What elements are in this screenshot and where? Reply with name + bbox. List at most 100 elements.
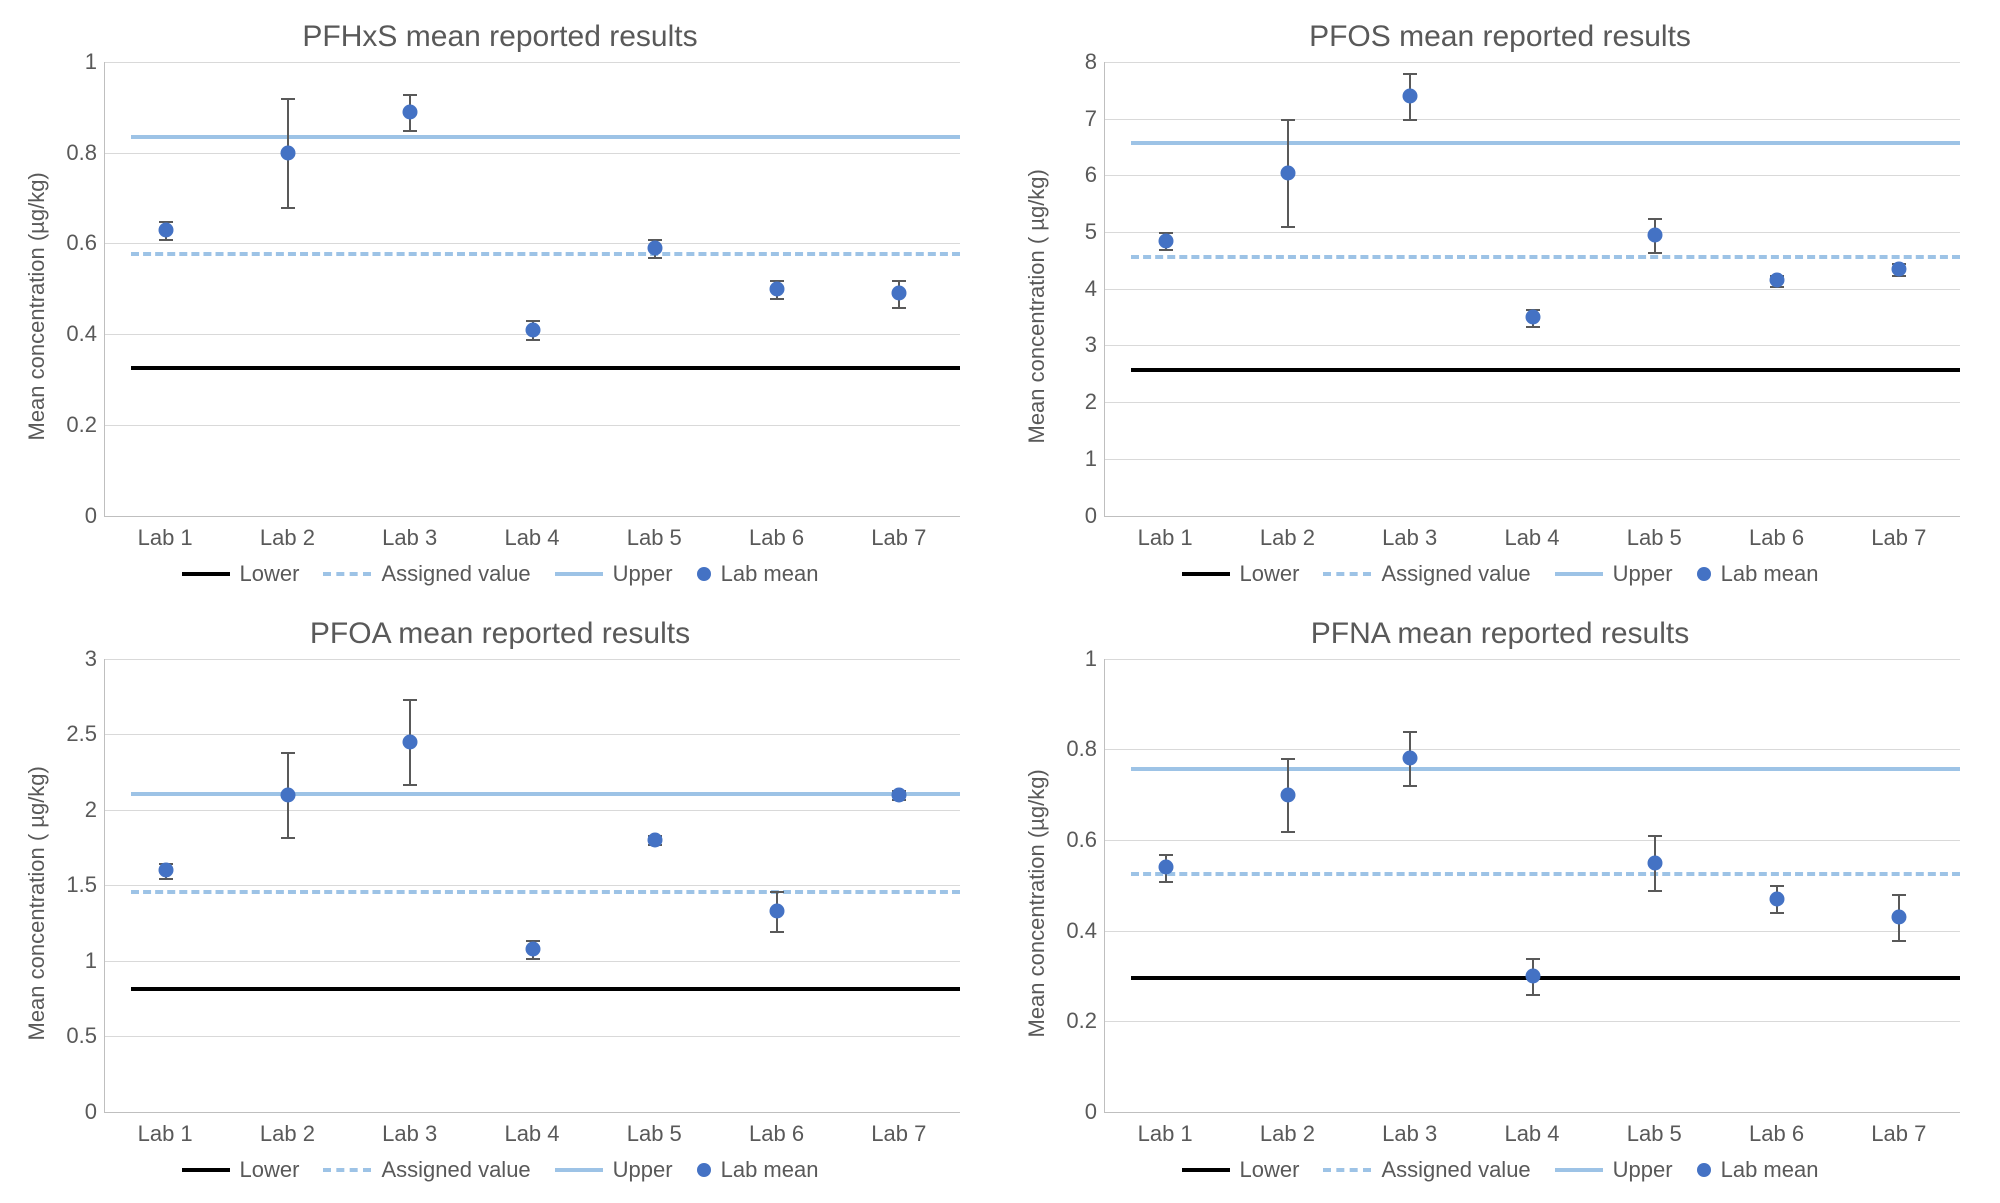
data-point	[766, 659, 788, 1113]
marker-icon	[1769, 891, 1784, 906]
reference-line-lower	[1131, 368, 1960, 372]
marker-icon	[1281, 165, 1296, 180]
line-icon	[1182, 572, 1230, 576]
marker-icon	[1281, 787, 1296, 802]
ytick-label: 6	[1085, 162, 1105, 188]
ytick-label: 1	[85, 49, 105, 75]
marker-icon	[1159, 860, 1174, 875]
xtick-label: Lab 5	[593, 1113, 715, 1147]
xtick-label: Lab 5	[1593, 517, 1715, 551]
line-icon	[1182, 1168, 1230, 1172]
xtick-label: Lab 7	[838, 1113, 960, 1147]
data-point	[155, 659, 177, 1113]
ytick-label: 0	[1085, 1099, 1105, 1125]
xtick-label: Lab 3	[349, 1113, 471, 1147]
marker-icon	[891, 286, 906, 301]
xtick-label: Lab 7	[838, 517, 960, 551]
reference-line-upper	[1131, 141, 1960, 145]
ytick-label: 1	[1085, 446, 1105, 472]
data-point	[1522, 659, 1544, 1113]
reference-line-upper	[131, 792, 960, 796]
marker-icon	[1647, 227, 1662, 242]
legend-item-lower: Lower	[1182, 561, 1300, 587]
line-icon	[555, 572, 603, 576]
legend-label: Upper	[1613, 561, 1673, 587]
xtick-label: Lab 7	[1838, 517, 1960, 551]
legend-item-assigned: Assigned value	[323, 561, 530, 587]
xtick-label: Lab 3	[1349, 517, 1471, 551]
plot-region: 00.20.40.60.81	[104, 62, 960, 517]
ytick-label: 1.5	[66, 872, 105, 898]
legend-label: Assigned value	[381, 561, 530, 587]
chart-panel-pfoa: PFOA mean reported resultsMean concentra…	[20, 617, 980, 1184]
ytick-label: 0	[1085, 503, 1105, 529]
marker-icon	[1697, 567, 1711, 581]
marker-icon	[1403, 89, 1418, 104]
data-point	[399, 659, 421, 1113]
ytick-label: 7	[1085, 106, 1105, 132]
reference-line-lower	[1131, 976, 1960, 980]
dashed-line-icon	[323, 1168, 371, 1172]
ytick-label: 0	[85, 503, 105, 529]
xtick-label: Lab 6	[715, 1113, 837, 1147]
reference-line-assigned	[1131, 872, 1960, 876]
xtick-label: Lab 6	[715, 517, 837, 551]
data-point	[888, 62, 910, 516]
legend-item-upper: Upper	[1555, 561, 1673, 587]
ytick-label: 0.6	[66, 230, 105, 256]
chart-area: Mean concentration (µg/kg)00.20.40.60.81…	[1020, 659, 1980, 1148]
marker-icon	[525, 322, 540, 337]
x-axis: Lab 1Lab 2Lab 3Lab 4Lab 5Lab 6Lab 7	[1104, 517, 1960, 551]
data-point	[277, 62, 299, 516]
data-point	[1888, 62, 1910, 516]
legend-label: Lab mean	[1721, 561, 1819, 587]
legend: LowerAssigned valueUpperLab mean	[182, 1157, 819, 1183]
legend-label: Lower	[1240, 561, 1300, 587]
chart-area: Mean concentration ( µg/kg)012345678Lab …	[1020, 62, 1980, 551]
x-axis: Lab 1Lab 2Lab 3Lab 4Lab 5Lab 6Lab 7	[104, 517, 960, 551]
marker-icon	[697, 1163, 711, 1177]
marker-icon	[159, 863, 174, 878]
ytick-label: 3	[1085, 332, 1105, 358]
dashed-line-icon	[1323, 572, 1371, 576]
line-icon	[555, 1168, 603, 1172]
xtick-label: Lab 2	[226, 517, 348, 551]
marker-icon	[403, 734, 418, 749]
line-icon	[1555, 572, 1603, 576]
chart-area: Mean concentration ( µg/kg)00.511.522.53…	[20, 659, 980, 1148]
xtick-label: Lab 7	[1838, 1113, 1960, 1147]
data-point	[1644, 659, 1666, 1113]
data-point	[1522, 62, 1544, 516]
legend-item-labmean: Lab mean	[1697, 561, 1819, 587]
marker-icon	[1697, 1163, 1711, 1177]
ytick-label: 4	[1085, 276, 1105, 302]
y-axis-label: Mean concentration ( µg/kg)	[1020, 62, 1054, 551]
reference-line-lower	[131, 987, 960, 991]
xtick-label: Lab 2	[1226, 1113, 1348, 1147]
ytick-label: 0.5	[66, 1023, 105, 1049]
ytick-label: 0.6	[1066, 827, 1105, 853]
ytick-label: 2	[85, 797, 105, 823]
marker-icon	[1891, 261, 1906, 276]
marker-icon	[1159, 233, 1174, 248]
data-point	[644, 659, 666, 1113]
legend-item-labmean: Lab mean	[697, 561, 819, 587]
xtick-label: Lab 4	[471, 517, 593, 551]
data-point	[277, 659, 299, 1113]
legend-label: Lower	[240, 561, 300, 587]
marker-icon	[1769, 273, 1784, 288]
reference-line-upper	[1131, 767, 1960, 771]
marker-icon	[647, 240, 662, 255]
data-point	[155, 62, 177, 516]
chart-area: Mean concentration (µg/kg)00.20.40.60.81…	[20, 62, 980, 551]
ytick-label: 1	[85, 948, 105, 974]
legend-label: Upper	[1613, 1157, 1673, 1183]
xtick-label: Lab 1	[104, 1113, 226, 1147]
marker-icon	[1891, 909, 1906, 924]
legend-label: Lab mean	[1721, 1157, 1819, 1183]
plot-region: 00.511.522.53	[104, 659, 960, 1114]
legend-item-assigned: Assigned value	[1323, 561, 1530, 587]
data-point	[1399, 659, 1421, 1113]
line-icon	[182, 572, 230, 576]
xtick-label: Lab 1	[1104, 517, 1226, 551]
